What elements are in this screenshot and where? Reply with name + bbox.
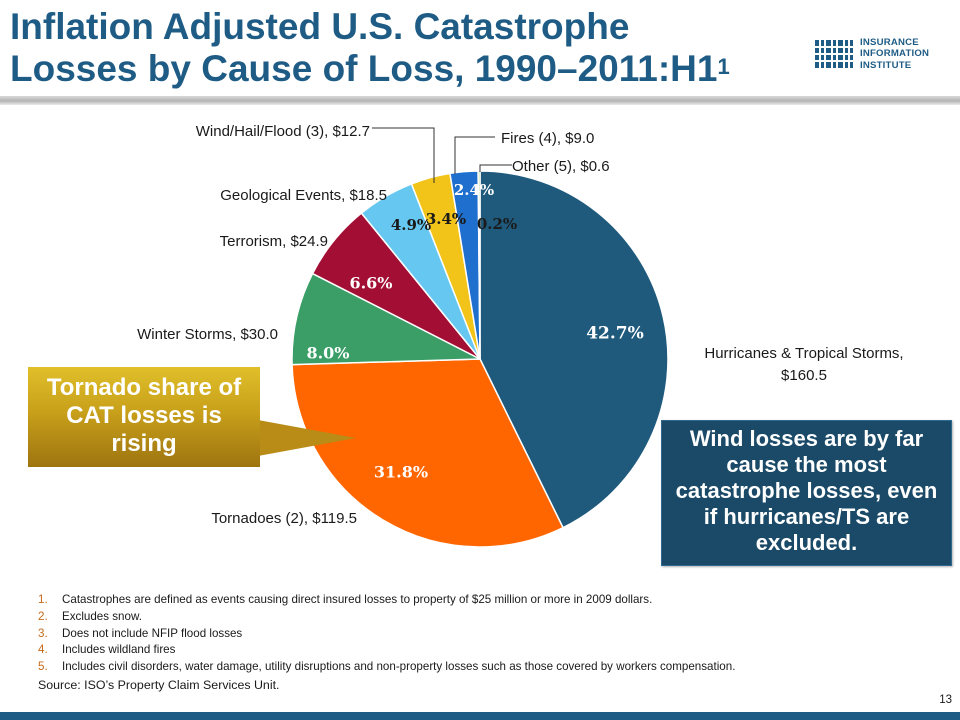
pie-slice <box>291 358 565 548</box>
slice-percent-label: 3.4% <box>426 210 466 228</box>
footnote-text: Includes civil disorders, water damage, … <box>62 660 736 674</box>
callout-pointer <box>258 420 356 456</box>
slice-category-label: Wind/Hail/Flood (3), $12.7 <box>196 123 370 140</box>
leader-line <box>372 127 435 183</box>
title-line-2: Losses by Cause of Loss, 1990–2011:H11 <box>10 48 810 90</box>
slice-percent-label: 42.7% <box>586 324 644 344</box>
slice-category-label: Winter Storms, $30.0 <box>137 326 278 343</box>
slice-category-label: Geological Events, $18.5 <box>220 187 387 204</box>
page-number: 13 <box>939 694 952 706</box>
slice-category-label-line: $160.5 <box>781 367 827 384</box>
logo-line-3: INSTITUTE <box>860 59 912 71</box>
callout-tornado-share: Tornado share of CAT losses is rising <box>28 367 260 467</box>
title-divider <box>0 96 960 105</box>
title-line-1: Inflation Adjusted U.S. Catastrophe <box>10 6 630 47</box>
slice-category-label: Hurricanes & Tropical Storms, $160.5 <box>704 345 903 384</box>
logo-line-1: INSURANCE <box>860 37 919 48</box>
footnote-item: 1. Catastrophes are defined as events cau… <box>38 592 928 609</box>
pie-chart: 42.7% 31.8% 8.0% 6.6% 4.9%3.4% 2.4% 0.2% Hurric… <box>137 123 904 548</box>
footnote-text: Catastrophes are defined as events causi… <box>62 593 653 606</box>
iii-logo-icon <box>814 39 854 69</box>
footnote-number: 3. <box>38 626 48 640</box>
leader-line <box>454 136 495 174</box>
slice-category-label-line: Hurricanes & Tropical Storms, <box>704 345 903 362</box>
footnote-item: 4. Includes wildland fires <box>38 642 928 659</box>
source-note: Source: ISO’s Property Claim Services Un… <box>38 677 280 692</box>
footnote-text: Includes wildland fires <box>62 643 176 657</box>
footnote-number: 4. <box>38 643 48 657</box>
footnote-item: 3. Does not include NFIP flood losses <box>38 626 928 643</box>
footnote-text: Does not include NFIP flood losses <box>62 626 243 640</box>
title-line-2-text: Losses by Cause of Loss, 1990–2011:H1 <box>10 48 718 89</box>
pie-slice <box>291 272 481 366</box>
callout-wind-losses: Wind losses are by far cause the most ca… <box>661 420 952 566</box>
footnote-text: Excludes snow. <box>62 609 142 623</box>
leader-line <box>479 164 512 172</box>
slice-percent-label: 0.2% <box>477 215 517 233</box>
slice-percent-label: 4.9% <box>391 216 431 234</box>
pie-slice <box>479 170 669 529</box>
slice-percent-label: 31.8% <box>374 463 428 482</box>
logo-line-2: INFORMATION <box>860 48 930 60</box>
slide-title: Inflation Adjusted U.S. Catastrophe Loss… <box>10 6 810 90</box>
title-superscript: 1 <box>717 54 730 79</box>
slice-category-label: Fires (4), $9.0 <box>501 130 594 147</box>
footnote-number: 5. <box>38 660 48 674</box>
footnotes: 1. Catastrophes are defined as events cau… <box>38 592 928 694</box>
slice-percent-label: 2.4% <box>454 181 494 199</box>
footnote-list: 1. Catastrophes are defined as events cau… <box>38 592 928 676</box>
slice-category-label: Tornadoes (2), $119.5 <box>211 510 357 527</box>
slice-category-label: Terrorism, $24.9 <box>220 233 328 250</box>
footnote-number: 1. <box>38 593 48 606</box>
slice-percent-label: 6.6% <box>349 274 392 293</box>
footer-bar <box>0 712 960 720</box>
slice-percent-label: 8.0% <box>306 344 349 363</box>
footnote-item: 5. Includes civil disorders, water damage… <box>38 659 928 676</box>
insurance-information-institute-logo: INSURANCE INFORMATION INSTITUTE <box>814 33 954 73</box>
footnote-number: 2. <box>38 609 48 623</box>
footnote-item: 2. Excludes snow. <box>38 609 928 626</box>
logo-text: INSURANCE INFORMATION INSTITUTE <box>860 37 956 71</box>
slice-category-label: Other (5), $0.6 <box>512 158 610 175</box>
